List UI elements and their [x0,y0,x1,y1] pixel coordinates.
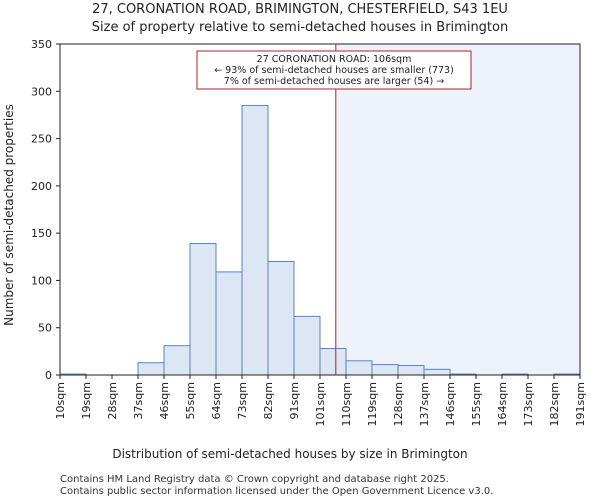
y-tick-label: 200 [31,180,52,193]
bar-137sqm [423,368,451,376]
bar-91sqm [293,315,321,376]
x-tick-label: 19sqm [80,382,93,419]
x-tick-label: 73sqm [236,382,249,419]
bar-64sqm [215,271,243,376]
x-tick-label: 55sqm [184,382,197,419]
annotation-line1: 27 CORONATION ROAD: 106sqm [257,54,412,65]
x-tick-label: 101sqm [314,382,327,426]
x-tick-label: 173sqm [522,382,535,426]
y-tick-label: 250 [31,133,52,146]
bar-128sqm [397,365,425,376]
x-tick-label: 119sqm [366,382,379,426]
x-tick-label: 182sqm [548,382,561,426]
bar-101sqm [319,348,347,376]
x-tick-label: 128sqm [392,382,405,426]
x-tick-label: 146sqm [444,382,457,426]
y-tick-label: 300 [31,85,52,98]
x-tick-label: 191sqm [574,382,587,426]
chart-title-line1: 27, CORONATION ROAD, BRIMINGTON, CHESTER… [92,2,508,17]
x-tick-label: 46sqm [158,382,171,419]
footer-line1: Contains HM Land Registry data © Crown c… [60,474,449,485]
bar-119sqm [371,364,399,376]
x-tick-label: 155sqm [470,382,483,426]
annotation-box: 27 CORONATION ROAD: 106sqm ← 93% of semi… [196,50,472,90]
y-axis-label: Number of semi-detached properties [2,104,16,326]
x-tick-label: 164sqm [496,382,509,426]
y-axis: 0 50 100 150 200 250 300 350 [31,38,60,382]
x-tick-label: 110sqm [340,382,353,426]
y-tick-label: 150 [31,227,52,240]
x-tick-label: 10sqm [54,382,67,419]
x-tick-label: 91sqm [288,382,301,419]
y-tick-label: 50 [38,322,52,335]
y-tick-label: 0 [45,369,52,382]
x-tick-label: 137sqm [418,382,431,426]
chart-title-line2: Size of property relative to semi-detach… [92,20,508,35]
x-tick-label: 64sqm [210,382,223,419]
bar-82sqm [267,261,295,376]
bars-group [59,104,581,376]
x-tick-label: 82sqm [262,382,275,419]
x-tick-label: 37sqm [132,382,145,419]
larger-region-highlight [335,44,580,375]
bar-55sqm [189,243,217,376]
bar-46sqm [163,345,191,376]
annotation-frame [196,50,472,90]
annotation-line3: 7% of semi-detached houses are larger (5… [224,76,444,87]
x-axis-label: Distribution of semi-detached houses by … [112,447,467,461]
bar-37sqm [137,362,165,376]
x-tick-label: 28sqm [106,382,119,419]
annotation-line2: ← 93% of semi-detached houses are smalle… [214,65,454,76]
y-tick-label: 100 [31,274,52,287]
bar-73sqm [241,104,269,376]
plot-frame [59,43,581,376]
y-tick-label: 350 [31,38,52,51]
footer-line2: Contains public sector information licen… [60,486,493,497]
bar-110sqm [345,360,373,376]
x-axis: 10sqm 19sqm 28sqm 37sqm 46sqm 55sqm 64sqm 73sqm… [54,375,587,426]
